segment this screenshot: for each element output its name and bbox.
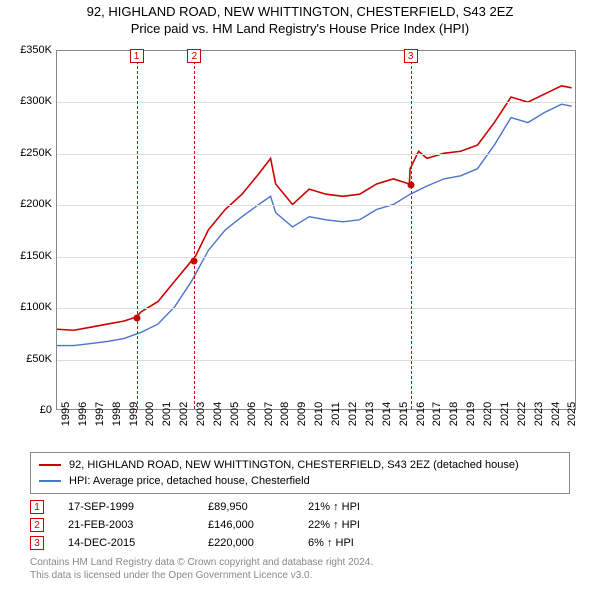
legend-row-property: 92, HIGHLAND ROAD, NEW WHITTINGTON, CHES… <box>39 457 561 473</box>
x-tick-label: 2012 <box>347 402 359 426</box>
x-tick-label: 2002 <box>178 402 190 426</box>
sale-row-flag: 3 <box>30 536 44 550</box>
gridline-h <box>57 257 575 258</box>
sale-row-date: 21-FEB-2003 <box>68 519 208 531</box>
y-tick-label: £100K <box>2 301 52 313</box>
x-tick-label: 2022 <box>516 402 528 426</box>
gridline-h <box>57 102 575 103</box>
gridline-h <box>57 308 575 309</box>
sale-row-date: 14-DEC-2015 <box>68 537 208 549</box>
x-tick-label: 2010 <box>313 402 325 426</box>
sale-row-delta: 21% ↑ HPI <box>308 501 360 513</box>
sale-marker-flag: 2 <box>187 49 201 63</box>
legend-box: 92, HIGHLAND ROAD, NEW WHITTINGTON, CHES… <box>30 452 570 494</box>
x-tick-label: 2004 <box>212 402 224 426</box>
y-tick-label: £50K <box>2 353 52 365</box>
gridline-h <box>57 154 575 155</box>
title-line-2: Price paid vs. HM Land Registry's House … <box>0 21 600 38</box>
footer-line-2: This data is licensed under the Open Gov… <box>30 569 570 582</box>
x-tick-label: 2000 <box>144 402 156 426</box>
x-tick-label: 2024 <box>550 402 562 426</box>
sale-marker-line <box>411 51 412 409</box>
title-line-1: 92, HIGHLAND ROAD, NEW WHITTINGTON, CHES… <box>0 4 600 21</box>
title-block: 92, HIGHLAND ROAD, NEW WHITTINGTON, CHES… <box>0 0 600 38</box>
x-tick-label: 2013 <box>364 402 376 426</box>
sale-row: 2 21-FEB-2003£146,00022% ↑ HPI <box>30 516 570 534</box>
x-tick-label: 2018 <box>448 402 460 426</box>
chart-plot-area: 1 2 3 <box>56 50 576 410</box>
y-tick-label: £200K <box>2 198 52 210</box>
sale-row-delta: 6% ↑ HPI <box>308 537 354 549</box>
sale-marker-flag: 1 <box>130 49 144 63</box>
x-tick-label: 2021 <box>499 402 511 426</box>
x-tick-label: 2001 <box>161 402 173 426</box>
series-line-property <box>57 86 572 330</box>
sale-row-price: £146,000 <box>208 519 308 531</box>
y-tick-label: £0 <box>2 404 52 416</box>
x-tick-label: 2016 <box>415 402 427 426</box>
x-tick-label: 2014 <box>381 402 393 426</box>
legend-swatch-hpi <box>39 480 61 482</box>
chart-container: 92, HIGHLAND ROAD, NEW WHITTINGTON, CHES… <box>0 0 600 590</box>
x-tick-label: 2005 <box>229 402 241 426</box>
legend-swatch-property <box>39 464 61 466</box>
sale-row: 1 17-SEP-1999£89,95021% ↑ HPI <box>30 498 570 516</box>
footer-line-1: Contains HM Land Registry data © Crown c… <box>30 556 570 569</box>
x-tick-label: 2003 <box>195 402 207 426</box>
sale-row-delta: 22% ↑ HPI <box>308 519 360 531</box>
sale-marker-dot <box>191 257 198 264</box>
sale-row-date: 17-SEP-1999 <box>68 501 208 513</box>
gridline-h <box>57 205 575 206</box>
series-line-hpi <box>57 104 572 345</box>
x-tick-label: 2015 <box>398 402 410 426</box>
y-tick-label: £350K <box>2 44 52 56</box>
y-tick-label: £300K <box>2 95 52 107</box>
sale-marker-line <box>137 51 138 409</box>
x-tick-label: 1996 <box>77 402 89 426</box>
legend-label-property: 92, HIGHLAND ROAD, NEW WHITTINGTON, CHES… <box>69 459 519 471</box>
x-tick-label: 1995 <box>60 402 72 426</box>
sale-row-flag: 1 <box>30 500 44 514</box>
legend-row-hpi: HPI: Average price, detached house, Ches… <box>39 473 561 489</box>
x-tick-label: 2017 <box>431 402 443 426</box>
y-tick-label: £250K <box>2 147 52 159</box>
footer-attribution: Contains HM Land Registry data © Crown c… <box>30 556 570 582</box>
sale-row-flag: 2 <box>30 518 44 532</box>
sale-marker-flag: 3 <box>404 49 418 63</box>
sale-marker-dot <box>133 315 140 322</box>
sale-marker-line <box>194 51 195 409</box>
x-tick-label: 2007 <box>263 402 275 426</box>
sale-row-price: £220,000 <box>208 537 308 549</box>
x-tick-label: 2006 <box>246 402 258 426</box>
x-tick-label: 2025 <box>566 402 578 426</box>
sales-table: 1 17-SEP-1999£89,95021% ↑ HPI 2 21-FEB-2003… <box>30 498 570 552</box>
gridline-h <box>57 360 575 361</box>
y-tick-label: £150K <box>2 250 52 262</box>
x-tick-label: 2009 <box>296 402 308 426</box>
x-tick-label: 2011 <box>330 402 342 426</box>
sale-marker-dot <box>407 181 414 188</box>
x-tick-label: 2023 <box>533 402 545 426</box>
chart-svg <box>57 51 575 409</box>
x-tick-label: 2020 <box>482 402 494 426</box>
x-tick-label: 1997 <box>94 402 106 426</box>
x-tick-label: 2008 <box>279 402 291 426</box>
x-tick-label: 1998 <box>111 402 123 426</box>
sale-row-price: £89,950 <box>208 501 308 513</box>
legend-label-hpi: HPI: Average price, detached house, Ches… <box>69 475 310 487</box>
x-tick-label: 1999 <box>128 402 140 426</box>
x-tick-label: 2019 <box>465 402 477 426</box>
sale-row: 3 14-DEC-2015£220,0006% ↑ HPI <box>30 534 570 552</box>
